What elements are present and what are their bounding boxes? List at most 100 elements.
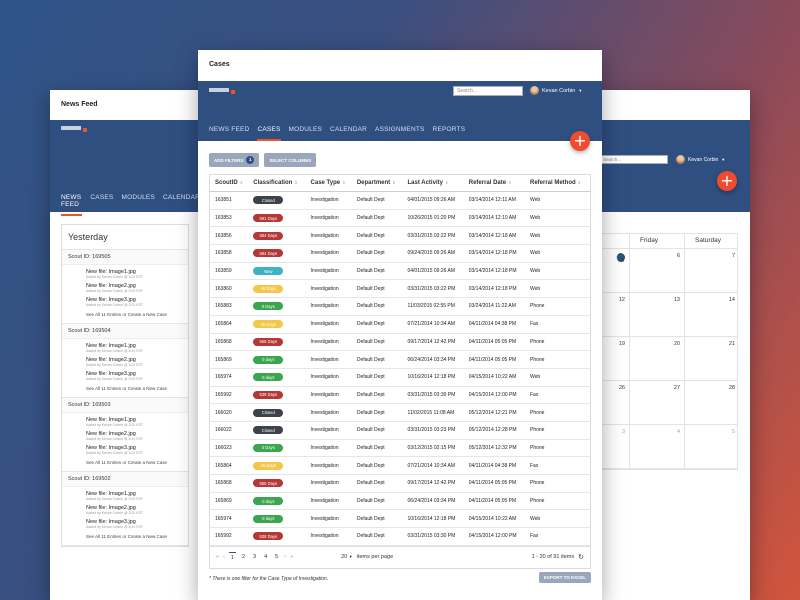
nav-cases[interactable]: CASES xyxy=(90,194,114,201)
calendar-grid: Friday Saturday 5 6 7 12 13 14 19 20 21 … xyxy=(600,233,738,470)
column-header[interactable]: ScoutID ⇕ xyxy=(210,175,249,192)
calendar-day[interactable]: 20 xyxy=(629,337,684,380)
see-all-link[interactable]: See All 11 Entries or Create a New Case xyxy=(86,386,167,391)
nav-calendar[interactable]: CALENDAR xyxy=(330,126,368,133)
file-meta: Added by Kevan Corbin @ 3:10 EST xyxy=(86,349,144,353)
table-row[interactable]: 163851 Closed Investigation Default Dept 04/… xyxy=(210,191,590,210)
user-menu[interactable]: Kevan Corbin ▼ xyxy=(530,86,582,95)
table-row[interactable]: 165883 0 Days Investigation Default Dept 11/… xyxy=(210,297,590,316)
status-badge: 0 Days xyxy=(253,302,284,311)
calendar-day[interactable]: 19 xyxy=(601,337,629,380)
add-filters-button[interactable]: ADD FILTERS 1 xyxy=(209,153,260,167)
file-item: New file: Image3.jpg Added by Kevan Corbi… xyxy=(62,515,188,529)
file-name[interactable]: New file: Image2.jpg xyxy=(86,431,136,437)
table-row[interactable]: 165974 0 days Investigation Default Dept 10/… xyxy=(210,368,590,387)
nav-news-feed[interactable]: NEWS FEED xyxy=(61,194,83,216)
page-button[interactable]: 5 xyxy=(275,554,279,561)
calendar-day[interactable]: 4 xyxy=(629,425,684,468)
nav-news-feed[interactable]: NEWS FEED xyxy=(209,126,250,133)
column-header[interactable]: Last Activity ⇕ xyxy=(402,175,464,192)
page-button[interactable]: 1 xyxy=(228,551,236,563)
table-row[interactable]: 165974 0 days Investigation Default Dept 10/… xyxy=(210,509,590,529)
nav-calendar[interactable]: CALENDAR xyxy=(163,194,200,201)
page-size-select[interactable]: 20 ▼ xyxy=(341,554,353,560)
column-header[interactable]: Classification ⇕ xyxy=(248,175,306,192)
file-name[interactable]: New file: Image3.jpg xyxy=(86,519,136,525)
nav-modules[interactable]: MODULES xyxy=(121,194,155,201)
calendar-day[interactable]: 6 xyxy=(629,249,684,292)
table-row[interactable]: 163858 584 Days Investigation Default Dept 0… xyxy=(210,244,590,263)
see-all-link[interactable]: See All 11 Entries or Create a New Case xyxy=(86,460,167,465)
last-page-button[interactable]: » xyxy=(290,554,294,561)
scout-id-label[interactable]: Scout ID: 169505 xyxy=(62,250,188,265)
table-row[interactable]: 166022 Closed Investigation Default Dept 03/… xyxy=(210,421,590,440)
column-header[interactable]: Department ⇕ xyxy=(351,175,403,192)
table-row[interactable]: 165992 538 Days Investigation Default Dept 0… xyxy=(210,386,590,405)
table-row[interactable]: 165868 555 Days Investigation Default Dept 0… xyxy=(210,474,590,493)
see-all-link[interactable]: See All 11 Entries or Create a New Case xyxy=(86,534,167,539)
table-cell: 07/21/2014 10:34 AM xyxy=(402,315,464,334)
nav-modules[interactable]: MODULES xyxy=(288,126,323,133)
table-row[interactable]: 166023 0 Days Investigation Default Dept 03/… xyxy=(210,439,590,458)
search-input[interactable]: Search... xyxy=(600,155,668,164)
page-button[interactable]: 4 xyxy=(264,554,268,561)
calendar-day[interactable]: 13 xyxy=(629,293,684,336)
prev-page-button[interactable]: ‹ xyxy=(223,554,225,561)
table-row[interactable]: 165869 0 days Investigation Default Dept 06/… xyxy=(210,492,590,511)
page-button[interactable]: 2 xyxy=(241,554,246,561)
file-name[interactable]: New file: Image2.jpg xyxy=(86,357,136,363)
add-button[interactable]: + xyxy=(717,171,737,191)
calendar-day[interactable]: 3 xyxy=(601,425,629,468)
column-header[interactable]: Referral Method ⇕ xyxy=(524,175,590,192)
file-name[interactable]: New file: Image2.jpg xyxy=(86,505,136,511)
column-header[interactable]: Case Type ⇕ xyxy=(305,175,352,192)
page-size-value: 20 xyxy=(341,554,348,561)
chevron-down-icon: ▼ xyxy=(721,157,726,162)
file-name[interactable]: New file: Image1.jpg xyxy=(86,491,136,497)
column-header[interactable]: Referral Date ⇕ xyxy=(463,175,525,192)
file-name[interactable]: New file: Image3.jpg xyxy=(86,445,136,451)
table-row[interactable]: 165864 45 Days Investigation Default Dept 07… xyxy=(210,315,590,334)
scout-id-label[interactable]: Scout ID: 169503 xyxy=(62,398,188,413)
table-row[interactable]: 166020 Closed Investigation Default Dept 11/… xyxy=(210,403,590,422)
calendar-day[interactable]: 21 xyxy=(684,337,739,380)
next-page-button[interactable]: › xyxy=(284,554,287,561)
nav-reports[interactable]: REPORTS xyxy=(432,126,466,133)
table-row[interactable]: 163860 45 Days Investigation Default Dept 03… xyxy=(210,279,590,299)
table-row[interactable]: 163859 New Investigation Default Dept 04/01/… xyxy=(210,262,590,281)
file-name[interactable]: New file: Image3.jpg xyxy=(86,371,136,377)
file-name[interactable]: New file: Image1.jpg xyxy=(86,343,136,349)
calendar-day[interactable]: 12 xyxy=(601,293,629,336)
file-name[interactable]: New file: Image3.jpg xyxy=(86,297,136,303)
scout-id-label[interactable]: Scout ID: 169504 xyxy=(62,324,188,339)
scout-id-label[interactable]: Scout ID: 169502 xyxy=(62,472,188,487)
file-name[interactable]: New file: Image1.jpg xyxy=(86,417,136,423)
status-badge: New xyxy=(253,267,284,276)
calendar-day[interactable]: 5 xyxy=(684,425,739,468)
first-page-button[interactable]: « xyxy=(216,554,220,561)
table-row[interactable]: 165864 45 Days Investigation Default Dept 07… xyxy=(210,456,590,475)
file-name[interactable]: New file: Image2.jpg xyxy=(86,283,136,289)
file-name[interactable]: New file: Image1.jpg xyxy=(86,269,136,275)
table-row[interactable]: 163853 591 Days Investigation Default Dept 1… xyxy=(210,209,590,228)
calendar-day[interactable]: 28 xyxy=(684,381,739,424)
calendar-day[interactable]: 14 xyxy=(684,293,739,336)
nav-assignments[interactable]: ASSIGNMENTS xyxy=(375,126,425,133)
export-to-excel-button[interactable]: EXPORT TO EXCEL xyxy=(538,572,591,583)
table-row[interactable]: 165868 555 Days Investigation Default Dept 0… xyxy=(210,333,590,352)
add-case-button[interactable]: + xyxy=(570,131,590,151)
nav-cases[interactable]: CASES xyxy=(257,126,281,141)
calendar-day[interactable]: 7 xyxy=(684,249,739,292)
calendar-day[interactable]: 26 xyxy=(601,381,629,424)
table-row[interactable]: 165992 538 Days Investigation Default Dept 0… xyxy=(210,527,590,546)
select-columns-button[interactable]: SELECT COLUMNS xyxy=(264,153,317,167)
table-row[interactable]: 165869 0 days Investigation Default Dept 06/… xyxy=(210,350,590,369)
see-all-link[interactable]: See All 11 Entries or Create a New Case xyxy=(86,312,167,317)
calendar-day[interactable]: 27 xyxy=(629,381,684,424)
search-input[interactable]: Search... xyxy=(453,86,523,96)
table-row[interactable]: 163856 584 Days Investigation Default Dept 0… xyxy=(210,226,590,246)
page-button[interactable]: 3 xyxy=(253,554,257,561)
calendar-day[interactable]: 5 xyxy=(601,249,629,292)
user-menu[interactable]: Kevan Corbin ▼ xyxy=(676,155,725,164)
refresh-icon[interactable]: ↻ xyxy=(578,553,584,562)
